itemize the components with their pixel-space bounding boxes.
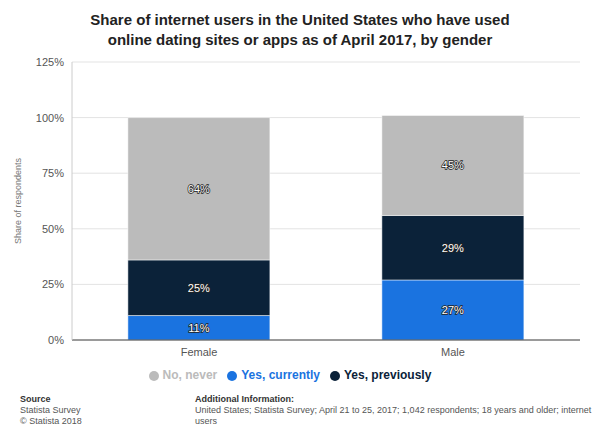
svg-text:100%: 100% (36, 112, 64, 124)
html-text:No, never: No, never (162, 368, 218, 382)
html-text:Source: Source (20, 394, 51, 404)
svg-text:29%: 29% (442, 242, 464, 254)
svg-text:27%: 27% (442, 304, 464, 316)
svg-text:25%: 25% (188, 282, 210, 294)
svg-text:75%: 75% (42, 167, 64, 179)
svg-text:0%: 0% (48, 334, 64, 346)
html-text:Statista Survey: Statista Survey (20, 405, 81, 415)
html-text:Yes, currently: Yes, currently (241, 368, 320, 382)
html-text:Yes, previously: Yes, previously (344, 368, 432, 382)
svg-text:11%: 11% (188, 322, 209, 334)
html-text:Additional Information:: Additional Information: (195, 394, 294, 404)
svg-text:45%: 45% (442, 159, 464, 171)
html-text:United States; Statista Survey: United States; Statista Survey; April 21… (195, 405, 592, 426)
svg-text:64%: 64% (188, 183, 210, 195)
svg-text:50%: 50% (42, 223, 64, 235)
html-text:Share of internet users in the: Share of internet users in the United St… (90, 11, 510, 48)
html-text:© Statista 2018: © Statista 2018 (20, 416, 82, 426)
svg-text:Male: Male (441, 346, 465, 358)
svg-text:25%: 25% (42, 278, 64, 290)
svg-text:125%: 125% (36, 56, 64, 68)
svg-text:Female: Female (181, 346, 218, 358)
svg-text:Share of respondents: Share of respondents (13, 157, 23, 244)
